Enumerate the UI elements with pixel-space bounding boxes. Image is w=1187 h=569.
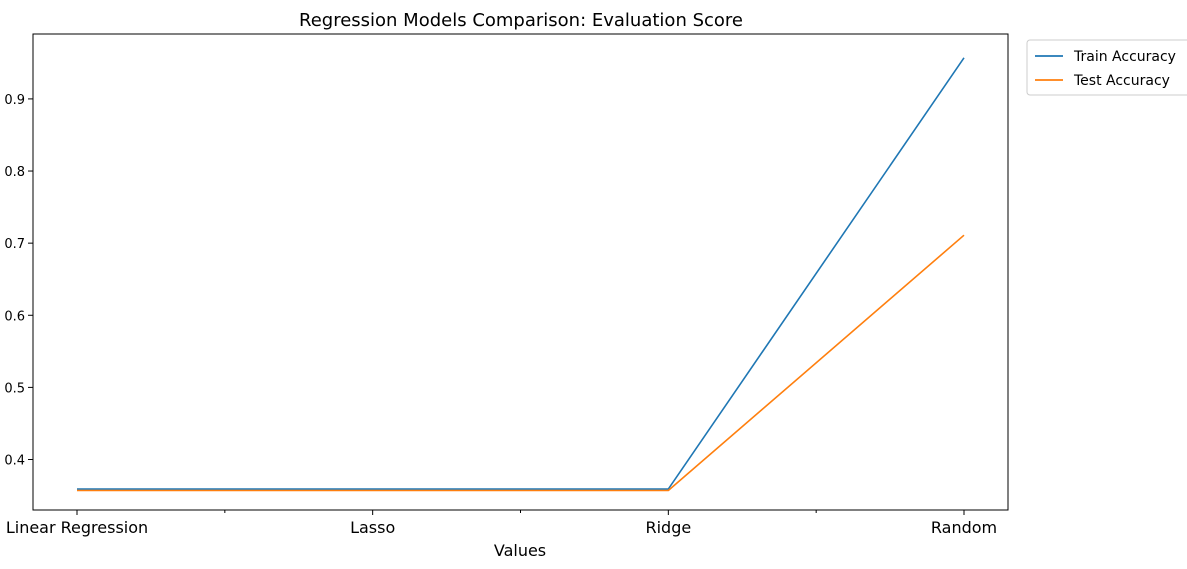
y-tick-label: 0.4 (4, 454, 25, 469)
y-tick-label: 0.5 (4, 381, 25, 396)
x-tick-label: Linear Regression (6, 518, 148, 537)
legend-label: Test Accuracy (1073, 73, 1170, 89)
y-tick-label: 0.7 (4, 237, 25, 252)
x-tick-label: Random (931, 518, 997, 537)
y-axis: 0.4 0.5 0.6 0.7 0.8 0.9 (4, 93, 33, 469)
x-axis: Linear Regression Lasso Ridge Random (6, 510, 997, 537)
x-tick-label: Lasso (350, 518, 395, 537)
legend: Train Accuracy Test Accuracy (1026, 39, 1187, 96)
plot-frame (32, 33, 1009, 511)
series-lines (77, 57, 965, 492)
x-axis-label: Values (494, 541, 546, 560)
legend-label: Train Accuracy (1073, 49, 1176, 65)
chart-title: Regression Models Comparison: Evaluation… (299, 10, 743, 31)
y-tick-label: 0.6 (4, 309, 25, 324)
series-line-0 (77, 57, 965, 490)
plot-area (32, 33, 1009, 511)
y-tick-label: 0.8 (4, 165, 25, 180)
series-line-1 (77, 234, 965, 492)
x-tick-label: Ridge (645, 518, 691, 537)
legend-frame (1026, 39, 1187, 96)
y-tick-label: 0.9 (4, 93, 25, 108)
